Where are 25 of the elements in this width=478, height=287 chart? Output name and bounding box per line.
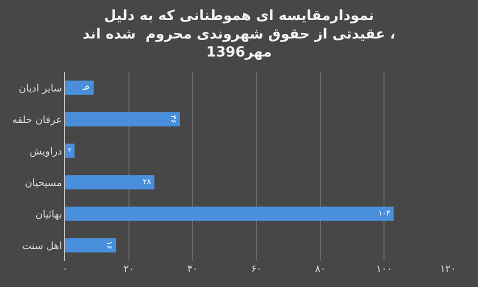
bar: [65, 175, 154, 190]
x-tick-label: ۲۰: [123, 264, 134, 275]
x-tick-label: ۶۰: [251, 264, 262, 275]
y-tick-label: سایر ادیان: [18, 83, 62, 94]
data-label: ۲۸: [142, 177, 151, 186]
data-label: ۳۶: [168, 115, 178, 124]
x-tick-label: ۸۰: [314, 264, 326, 275]
y-tick-label: دراویش: [30, 146, 62, 158]
y-tick-label: بهائیان: [35, 209, 62, 220]
data-label: ۱۰۳: [378, 208, 390, 218]
y-tick-label: اهل سنت: [22, 240, 62, 252]
data-label: ۹: [80, 85, 91, 90]
x-tick-label: ۱۲۰: [440, 264, 456, 275]
bar: [65, 238, 116, 252]
bar: [65, 144, 75, 158]
bar: [65, 112, 180, 126]
bar: [65, 206, 394, 221]
y-tick-label: مسیحیان: [24, 178, 62, 189]
x-tick-label: ۱۰۰: [376, 264, 392, 275]
bar: [65, 80, 94, 95]
x-tick-label: ۰: [62, 264, 68, 275]
x-tick-label: ۴۰: [187, 264, 198, 275]
chart-title: نمودارمقایسه ای هموطنانی که به دلیل عقیدتی از حقوق شهروندی محروم شده اند ، مهر1396: [82, 8, 396, 60]
y-tick-label: عرفان حلقه: [12, 114, 62, 126]
data-label: ۱۶: [104, 241, 114, 250]
